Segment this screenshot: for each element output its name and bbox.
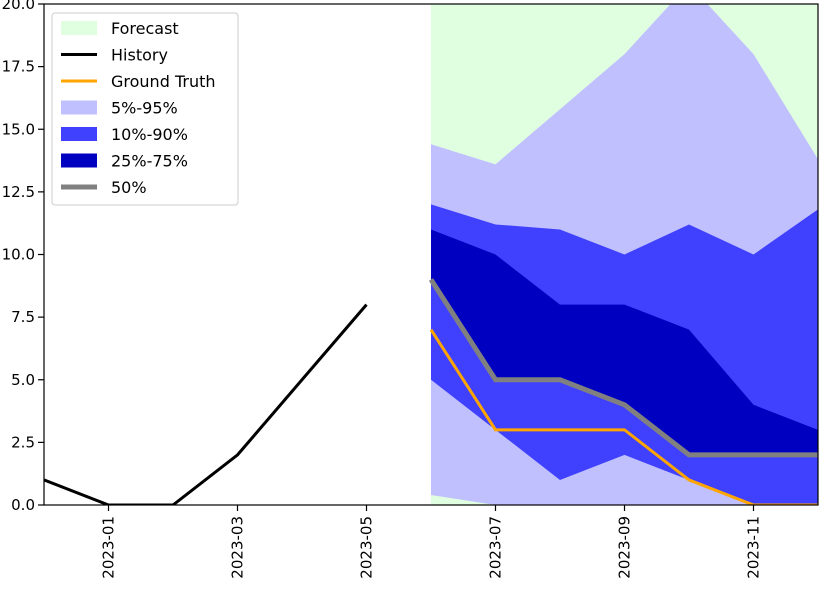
y-tick-label: 5.0 [11, 371, 35, 389]
legend-label: Forecast [111, 19, 179, 38]
y-tick-label: 12.5 [2, 183, 35, 201]
legend-item: Ground Truth [61, 72, 216, 91]
x-tick-label: 2023-11 [745, 516, 763, 579]
y-tick-label: 17.5 [2, 58, 35, 76]
history-line [44, 303, 368, 505]
legend-item: History [61, 46, 168, 65]
y-tick-label: 15.0 [2, 120, 35, 138]
legend-item: Forecast [61, 19, 179, 38]
legend-label: 50% [111, 178, 147, 197]
y-tick-label: 2.5 [11, 433, 35, 451]
x-tick-label: 2023-03 [229, 516, 247, 579]
x-tick-label: 2023-01 [100, 516, 118, 579]
plot-area [44, 4, 818, 505]
legend-label: History [111, 46, 168, 65]
x-tick-label: 2023-05 [358, 516, 376, 579]
legend-swatch [61, 153, 97, 168]
legend-item: 50% [61, 178, 147, 197]
x-tick-label: 2023-07 [487, 516, 505, 579]
legend-item: 25%-75% [61, 152, 188, 171]
x-tick-label: 2023-09 [616, 516, 634, 579]
y-tick-label: 10.0 [2, 246, 35, 264]
legend-item: 5%-95% [61, 99, 178, 118]
legend-box [51, 12, 239, 206]
legend-label: 10%-90% [111, 125, 188, 144]
ground-truth-line [429, 328, 818, 505]
legend-swatch [61, 127, 97, 141]
legend-swatch [61, 100, 97, 115]
legend-item: 10%-90% [61, 125, 188, 144]
legend-label: 5%-95% [111, 99, 178, 118]
y-tick-label: 20.0 [2, 0, 35, 13]
median-line [428, 278, 818, 458]
band-25%-75% [431, 229, 818, 455]
legend-label: Ground Truth [111, 72, 216, 91]
legend-label: 25%-75% [111, 152, 188, 171]
y-tick-label: 0.0 [11, 496, 35, 514]
legend: Forecast History Ground Truth 5%-95% 10%-90%… [51, 12, 239, 206]
y-tick-label: 7.5 [11, 308, 35, 326]
legend-swatch [61, 21, 97, 35]
